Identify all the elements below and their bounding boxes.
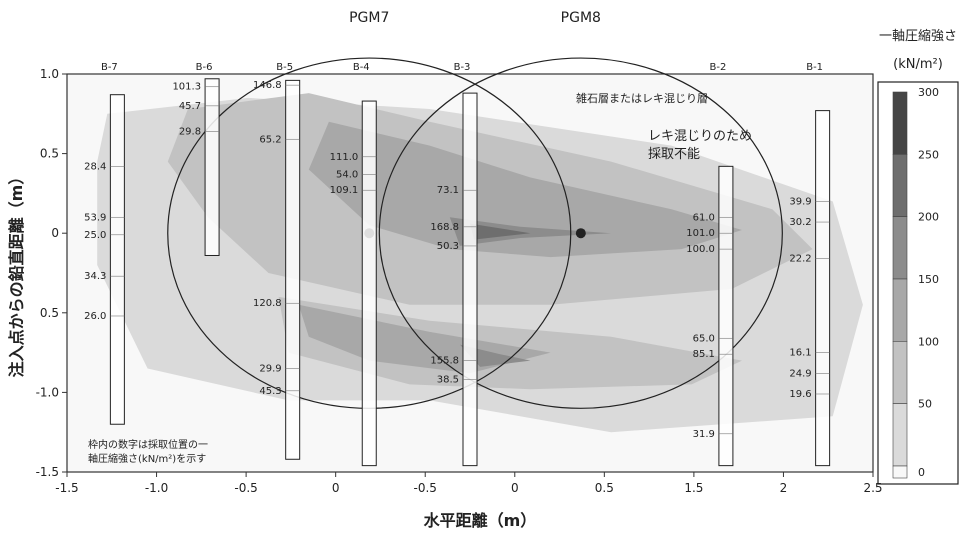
- borehole-label-b-2: B-2: [709, 62, 726, 73]
- sample-value: 31.9: [693, 429, 715, 440]
- sample-value: 45.3: [259, 386, 281, 397]
- borehole-b-6: [204, 78, 220, 256]
- colorbar-swatch: [892, 91, 908, 155]
- colorbar-swatch: [892, 216, 908, 280]
- colorbar-swatch: [892, 465, 908, 479]
- x-tick-label: -1.0: [145, 481, 168, 495]
- sample-value: 34.3: [84, 271, 106, 282]
- y-tick-label: 1.0: [40, 67, 59, 81]
- sample-value: 109.1: [330, 185, 359, 196]
- note-line1: 枠内の数字は採取位置の一: [88, 438, 208, 451]
- y-tick-label: 0.5: [40, 147, 59, 161]
- no-sample-annotation-line1: レキ混じりのため: [648, 129, 752, 144]
- y-tick-label: -1.0: [36, 385, 59, 399]
- sample-value: 22.2: [789, 254, 811, 265]
- x-tick-label: 1.5: [684, 481, 703, 495]
- contour-150-200-upper: [449, 217, 612, 246]
- sample-value: 101.3: [172, 82, 201, 93]
- sample-value: 65.2: [259, 134, 281, 145]
- note-line2: 軸圧縮強さ(kN/m²)を示す: [88, 452, 206, 465]
- x-tick-label: -1.5: [55, 481, 78, 495]
- contour-150-200-lower: [459, 344, 531, 367]
- sample-value: 30.2: [789, 217, 811, 228]
- sample-value: 29.8: [179, 126, 201, 137]
- sample-value: 65.0: [693, 333, 715, 344]
- colorbar-swatch: [892, 154, 908, 217]
- colorbar-frame: [877, 81, 959, 485]
- borehole-label-b-7: B-7: [101, 62, 118, 73]
- sample-value: 61.0: [693, 212, 715, 223]
- colorbar-title: 一軸圧縮強さ: [879, 28, 957, 44]
- sample-value: 120.8: [253, 298, 282, 309]
- colorbar-swatch: [892, 341, 908, 404]
- borehole-label-b-6: B-6: [196, 62, 213, 73]
- circle-label-pgm7: PGM7: [349, 10, 389, 26]
- borehole-label-b-4: B-4: [353, 62, 370, 73]
- no-sample-annotation-line2: 採取不能: [648, 147, 700, 162]
- x-tick-label: 2.5: [863, 481, 882, 495]
- borehole-b-2: [718, 165, 734, 467]
- x-tick-label: 0.5: [595, 481, 614, 495]
- sample-value: 16.1: [789, 348, 811, 359]
- x-tick-label: 0: [332, 481, 340, 495]
- sample-value: 28.4: [84, 161, 106, 172]
- sample-value: 53.9: [84, 212, 106, 223]
- sample-value: 29.9: [259, 364, 281, 375]
- sample-value: 168.8: [430, 222, 459, 233]
- borehole-b-3: [462, 92, 478, 467]
- plot-frame: [66, 73, 874, 473]
- sample-value: 19.6: [789, 389, 811, 400]
- sample-value: 100.0: [686, 244, 715, 255]
- injection-circle-pgm8: [378, 57, 783, 409]
- sample-value: 111.0: [330, 152, 359, 163]
- colorbar-level-label: 200: [918, 211, 939, 224]
- contour-50-100-lower: [278, 296, 742, 390]
- colorbar-level-label: 150: [918, 273, 939, 286]
- gravel-layer-annotation: 雑石層またはレキ混じり層: [576, 91, 708, 105]
- injection-point-pgm8: [575, 228, 586, 239]
- sample-value: 101.0: [686, 228, 715, 239]
- sample-value: 146.8: [253, 80, 282, 91]
- x-tick-label: -0.5: [414, 481, 437, 495]
- borehole-b-5: [285, 79, 301, 460]
- borehole-b-4: [361, 100, 377, 467]
- sample-value: 73.1: [437, 185, 459, 196]
- borehole-label-b-3: B-3: [454, 62, 471, 73]
- sample-value: 155.8: [430, 356, 459, 367]
- colorbar-level-label: 300: [918, 86, 939, 99]
- x-tick-label: 2: [780, 481, 788, 495]
- colorbar-unit: (kN/m²): [893, 57, 943, 72]
- sample-value: 39.9: [789, 196, 811, 207]
- circle-label-pgm8: PGM8: [561, 10, 601, 26]
- y-tick-label: 0.5: [40, 306, 59, 320]
- colorbar-level-label: 0: [918, 466, 925, 479]
- borehole-label-b-1: B-1: [806, 62, 823, 73]
- sample-value: 24.9: [789, 368, 811, 379]
- colorbar-level-label: 250: [918, 148, 939, 161]
- borehole-b-1: [815, 110, 831, 467]
- sample-value: 25.0: [84, 230, 106, 241]
- x-axis-title: 水平距離（m）: [424, 511, 537, 530]
- sample-value: 26.0: [84, 311, 106, 322]
- sample-value: 50.3: [437, 241, 459, 252]
- colorbar-level-label: 100: [918, 335, 939, 348]
- y-axis-title: 注入点からの鉛直距離（m）: [7, 169, 26, 378]
- sample-value: 54.0: [336, 169, 358, 180]
- colorbar-swatch: [892, 278, 908, 342]
- y-tick-label: 0: [51, 226, 59, 240]
- sample-value: 45.7: [179, 101, 201, 112]
- x-tick-label: 0: [511, 481, 519, 495]
- colorbar-swatch: [892, 403, 908, 467]
- contour-100-150-upper: [308, 121, 742, 258]
- y-tick-label: -1.5: [36, 465, 59, 479]
- colorbar-level-label: 50: [918, 398, 932, 411]
- sample-value: 38.5: [437, 375, 459, 386]
- borehole-b-7: [109, 94, 125, 425]
- x-tick-label: -0.5: [234, 481, 257, 495]
- borehole-label-b-5: B-5: [276, 62, 293, 73]
- contour-200-250: [470, 223, 531, 240]
- sample-value: 85.1: [693, 349, 715, 360]
